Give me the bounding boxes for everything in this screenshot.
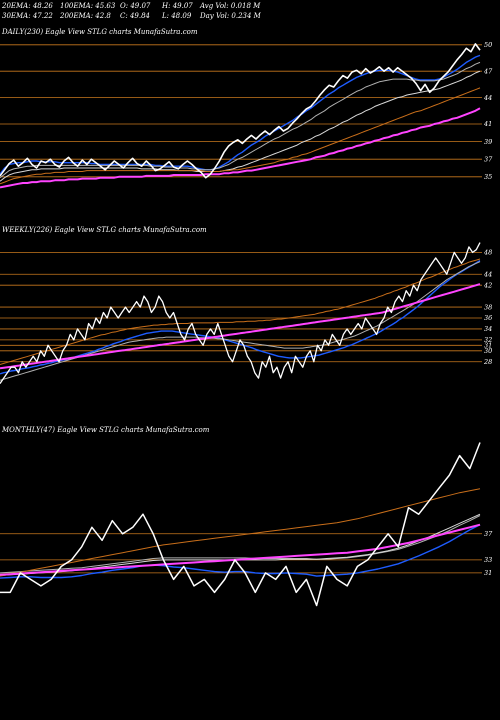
monthly-ema_gray-line: [0, 515, 481, 574]
weekly-level-label: 42: [483, 281, 492, 289]
monthly-ema_blue-line: [0, 524, 481, 579]
high-stat: H: 49.07: [162, 2, 193, 10]
weekly-level-label: 32: [484, 336, 492, 344]
low-stat: L: 48.09: [162, 12, 192, 20]
daily-level-label: 44: [483, 94, 492, 102]
daily-ema200-line: [0, 107, 481, 189]
weekly-ema_pink-line: [0, 283, 481, 370]
weekly-price-line: [0, 242, 481, 384]
monthly-price-line: [0, 442, 481, 607]
monthly-panel: 37 33 31: [0, 442, 493, 607]
close-stat: C: 49.84: [120, 12, 150, 20]
monthly-ema_pink-line: [0, 523, 481, 576]
monthly-level-label: 37: [484, 530, 493, 538]
weekly-level-label: 34: [484, 325, 492, 333]
weekly-level-label: 38: [484, 303, 492, 311]
daily-level-label: 35: [484, 173, 492, 181]
daily-ema100-line: [0, 87, 481, 185]
weekly-level-label: 48: [483, 249, 492, 257]
monthly-panel-title: MONTHLY(47) Eagle View STLG charts Munaf…: [2, 426, 210, 434]
daily-panel-title: DAILY(230) Eagle View STLG charts Munafa…: [2, 28, 198, 36]
ema30-stat: 30EMA: 47.22: [2, 12, 53, 20]
day-vol-stat: Day Vol: 0.234 M: [200, 12, 261, 20]
daily-price-line: [0, 43, 481, 179]
weekly-level-label: 36: [484, 314, 492, 322]
weekly-level-label: 31: [484, 342, 492, 350]
weekly-level-label: 28: [483, 358, 492, 366]
daily-level-label: 37: [484, 155, 493, 163]
daily-ema50-line: [0, 70, 481, 182]
daily-ema30-line: [0, 61, 481, 179]
weekly-panel-title: WEEKLY(226) Eagle View STLG charts Munaf…: [2, 226, 207, 234]
ema200-stat: 200EMA: 42.8: [60, 12, 111, 20]
avg-vol-stat: Avg Vol: 0.018 M: [200, 2, 261, 10]
weekly-ema_blue-line: [0, 259, 481, 375]
ema20-stat: 20EMA: 48.26: [2, 2, 53, 10]
monthly-level-label: 31: [484, 569, 492, 577]
daily-panel: 50 47 44 41 39 37 35: [0, 41, 493, 189]
ema100-stat: 100EMA: 45.63: [60, 2, 116, 10]
weekly-level-label: 44: [483, 270, 492, 278]
daily-level-label: 39: [484, 138, 492, 146]
daily-level-label: 47: [483, 67, 493, 75]
daily-level-label: 41: [483, 120, 492, 128]
daily-level-label: 50: [484, 41, 492, 49]
weekly-ema_brown-line: [0, 258, 481, 365]
weekly-ema_gray-line: [0, 261, 481, 381]
weekly-level-label: 30: [484, 347, 492, 355]
monthly-level-label: 33: [484, 556, 492, 564]
monthly-ema_brown-line: [0, 488, 481, 577]
open-stat: O: 49.07: [120, 2, 151, 10]
